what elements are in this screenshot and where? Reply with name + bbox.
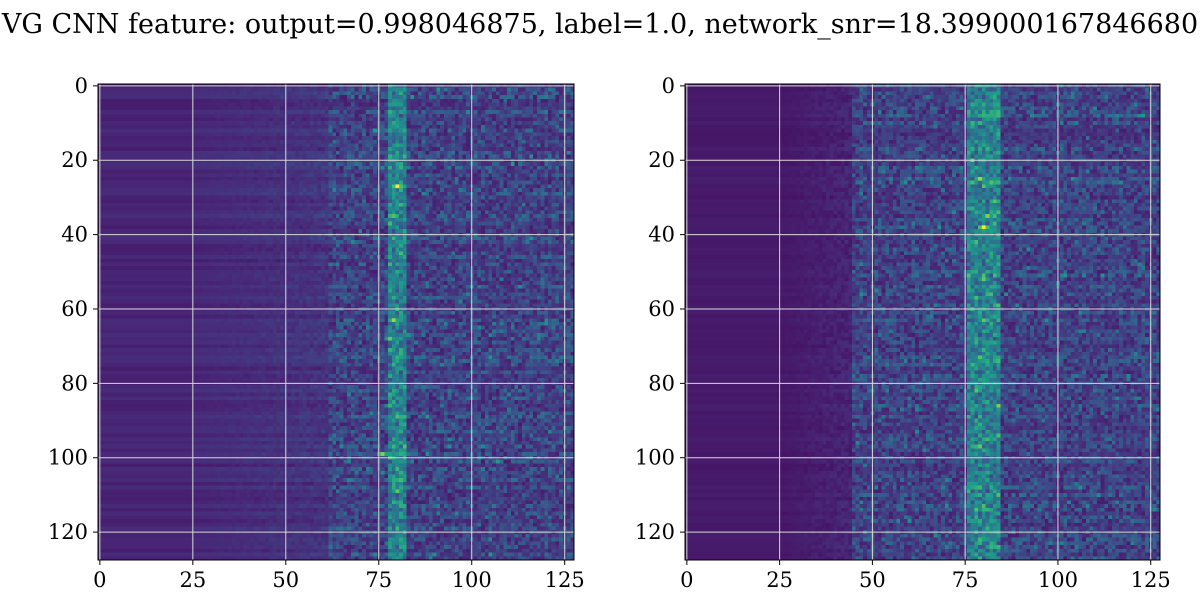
x-tick-label-3: 75 [365,568,392,592]
y-tick-label-1: 20 [648,148,675,172]
y-tick-label-6: 120 [48,520,88,544]
x-tick-label-0: 0 [680,568,693,592]
bright-spot-4 [974,295,979,300]
x-tick-label-1: 25 [766,568,793,592]
bright-spot-2 [388,336,392,341]
y-tick-label-6: 120 [635,520,675,544]
bright-spot-3 [981,277,986,282]
y-tick-label-2: 40 [61,223,88,247]
axes-frame [97,83,575,561]
bright-spot-5 [981,348,986,352]
bright-spot-1 [391,318,396,322]
bright-spot-2 [985,214,990,218]
heatmap-image [685,84,1160,560]
y-tick-label-1: 20 [61,148,88,172]
heatmap-panel-right: 0 25 50 75 100 125 0 20 40 60 80 100 120 [635,74,1171,592]
bright-spot-6 [399,243,403,248]
x-tick-label-2: 50 [272,568,299,592]
bright-spot-1 [978,176,982,181]
x-tick-label-0: 0 [93,568,106,592]
x-tick-label-5: 125 [545,568,585,592]
x-tick-label-1: 25 [179,568,206,592]
bright-spot-6 [985,526,990,531]
y-tick-label-4: 80 [61,371,88,395]
y-tick-label-0: 0 [75,74,88,98]
bright-spot-5 [388,403,392,408]
x-tick-label-4: 100 [452,568,492,592]
x-tick-label-5: 125 [1131,568,1171,592]
x-tick-label-3: 75 [952,568,979,592]
x-tick-label-4: 100 [1038,568,1078,592]
y-tick-label-3: 60 [648,297,675,321]
y-tick-label-4: 80 [648,371,675,395]
heatmap-image [98,84,574,560]
y-tick-label-5: 100 [48,446,88,470]
bright-spot-0 [981,225,986,230]
y-tick-label-5: 100 [635,446,675,470]
y-tick-label-2: 40 [648,223,675,247]
y-tick-label-0: 0 [662,74,675,98]
axes-frame [684,83,1161,561]
bright-spot-3 [380,452,385,456]
x-tick-label-2: 50 [859,568,886,592]
bright-spot-4 [395,489,400,494]
heatmap-panel-left: 0 25 50 75 100 125 0 20 40 60 80 100 120 [48,74,585,592]
y-tick-label-3: 60 [61,297,88,321]
bright-spot-0 [395,184,400,189]
figure-title: VG CNN feature: output=0.998046875, labe… [1,9,1198,40]
